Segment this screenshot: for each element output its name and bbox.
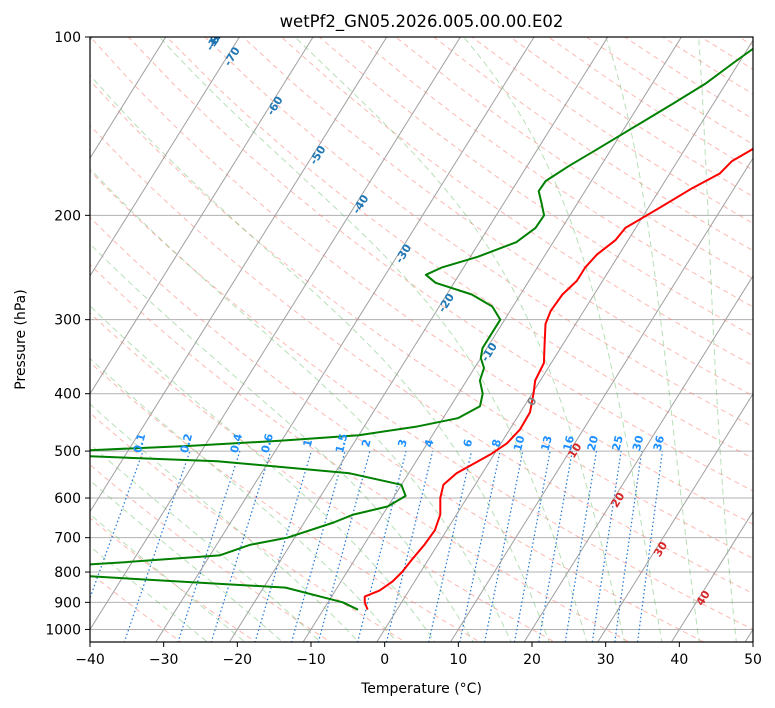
- moist-adiabat-line: [294, 37, 626, 642]
- y-tick-label: 300: [54, 313, 81, 329]
- isotherm-line: [670, 510, 753, 642]
- y-tick-label: 1000: [45, 622, 81, 638]
- plot-frame: [89, 36, 754, 643]
- mixing-ratio-label: 6: [461, 438, 476, 449]
- x-tick-label: −40: [75, 652, 105, 668]
- isotherm-line: [228, 37, 609, 642]
- mixing-ratio-line: [459, 450, 501, 642]
- y-tick-label: 600: [54, 491, 81, 507]
- y-tick-label: 700: [54, 531, 81, 547]
- dry-adiabat-line: [90, 263, 631, 642]
- mixing-ratio-label: 0.1: [131, 432, 148, 454]
- moist-adiabats: [90, 37, 737, 642]
- mixing-ratio-line: [484, 450, 524, 642]
- dry-adiabat-line: [90, 79, 753, 559]
- mixing-ratio-line: [290, 450, 346, 642]
- isotherm-line: [155, 37, 535, 642]
- mixing-ratio-label: 8: [489, 438, 503, 449]
- isotherm-line: [449, 157, 753, 642]
- dry-adiabat-line: [90, 412, 407, 642]
- mixing-ratio-label: 25: [610, 434, 626, 452]
- dry-adiabat-line: [90, 37, 753, 525]
- mixing-ratio-line: [254, 450, 312, 642]
- dry-adiabat-line: [242, 37, 753, 397]
- mixing-ratio-label: 0.6: [259, 432, 276, 454]
- dry-adiabat-line: [90, 517, 257, 642]
- isotherm-line: [90, 37, 388, 513]
- mixing-ratio-label: 1: [301, 438, 315, 449]
- mixing-ratio-line: [357, 450, 407, 642]
- plot-area: 0.1 0.2 0.4 0.6 1 1.5 2 3 4 6 8 10 13 16 20 25 30 36-100-…: [90, 37, 753, 642]
- moist-adiabat-line: [698, 37, 737, 642]
- mixing-ratio-label: 4: [422, 438, 437, 449]
- temperature-profile-line: [363, 147, 753, 611]
- isotherm-line: [376, 39, 753, 642]
- mixing-ratio-label: 0.4: [228, 432, 245, 454]
- isotherm-line: [302, 37, 683, 642]
- moist-adiabat-line: [158, 37, 588, 642]
- x-tick-label: 20: [523, 652, 541, 668]
- y-tick-label: 400: [54, 387, 81, 403]
- x-tick-label: −20: [223, 652, 253, 668]
- isotherm-line: [597, 392, 753, 642]
- mixing-ratio-label: 1.5: [333, 432, 350, 454]
- isotherm-line: [90, 37, 314, 395]
- y-tick-label: 100: [54, 30, 81, 46]
- mixing-ratio-line: [317, 450, 371, 642]
- profile-series: [90, 47, 753, 611]
- mixing-ratio-label: 10: [511, 434, 527, 452]
- dewpoint-profile-line: [90, 47, 753, 611]
- y-tick-label: 200: [54, 208, 81, 224]
- mixing-ratio-label: 3: [395, 438, 409, 449]
- dry-adiabat-line: [90, 124, 753, 595]
- dry-adiabat-line: [90, 216, 706, 642]
- moist-adiabat-line: [90, 443, 322, 642]
- isopleth-labels: 0.1 0.2 0.4 0.6 1 1.5 2 3 4 6 8 10 13 16 20 25 30 36-100-…: [131, 37, 713, 608]
- moist-adiabat-line: [605, 37, 700, 642]
- x-tick-label: 10: [449, 652, 467, 668]
- isotherm-line: [523, 275, 753, 642]
- moist-adiabat-line: [90, 243, 474, 642]
- dry-adiabat-line: [90, 361, 481, 642]
- x-tick-label: 40: [670, 652, 688, 668]
- mixing-ratio-lines: [90, 450, 664, 642]
- moist-adiabat-line: [90, 305, 436, 642]
- y-axis-title: Pressure (hPa): [13, 289, 29, 389]
- dry-adiabat-line: [166, 37, 753, 460]
- isotherm-line: [90, 37, 167, 160]
- x-tick-label: 30: [597, 652, 615, 668]
- mixing-ratio-label: 2: [359, 438, 373, 449]
- y-tick-label: 900: [54, 595, 81, 611]
- mixing-ratio-line: [428, 450, 473, 642]
- isotherms: [90, 37, 753, 642]
- isotherm-line: [90, 37, 241, 277]
- mixing-ratio-label: 0.2: [178, 432, 195, 454]
- moist-adiabat-line: [90, 74, 550, 642]
- x-tick-label: 50: [744, 652, 762, 668]
- mixing-ratio-label: 16: [561, 434, 577, 452]
- x-tick-label: −10: [296, 652, 326, 668]
- mixing-ratio-label: 30: [630, 434, 646, 452]
- x-axis-ticks: −40 −30 −20 −10 0 10 20 30 40 50: [75, 642, 762, 668]
- moist-adiabat-line: [462, 37, 663, 642]
- dry-adiabat-line: [90, 312, 556, 642]
- x-tick-label: 0: [380, 652, 389, 668]
- mixing-ratio-label: 36: [651, 434, 667, 452]
- mixing-ratio-label: 13: [539, 434, 555, 452]
- isotherm-line: [90, 37, 462, 631]
- moist-adiabat-line: [90, 403, 360, 642]
- moist-adiabat-line: [90, 479, 284, 642]
- chart-title: wetPf2_GN05.2026.005.00.00.E02: [280, 12, 564, 32]
- mixing-ratio-line: [210, 450, 272, 642]
- x-tick-label: −30: [149, 652, 179, 668]
- y-axis-ticks: 100 200 300 400 500 600 700 800 900 1000: [45, 30, 90, 638]
- mixing-ratio-line: [385, 450, 434, 642]
- y-tick-label: 800: [54, 565, 81, 581]
- moist-adiabat-line: [90, 167, 512, 642]
- y-tick-label: 500: [54, 444, 81, 460]
- mixing-ratio-label: 20: [585, 434, 601, 452]
- moist-adiabat-line: [90, 357, 398, 642]
- x-axis-title: Temperature (°C): [360, 681, 482, 697]
